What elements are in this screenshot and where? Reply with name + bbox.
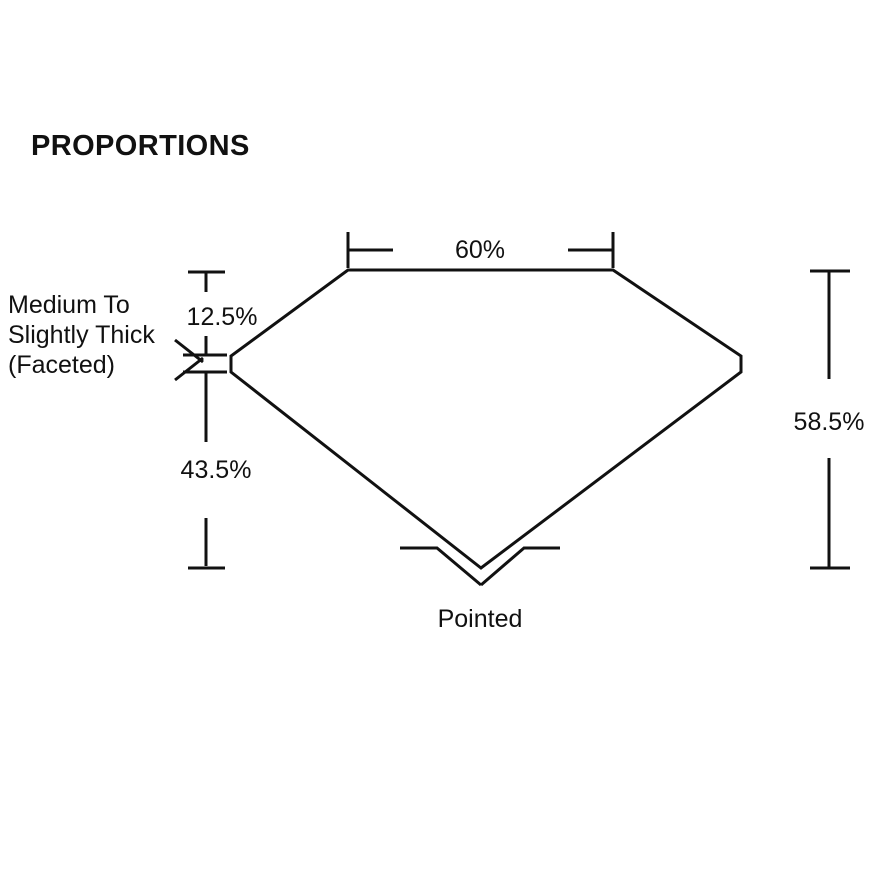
girdle-description-line-3: (Faceted)	[8, 351, 115, 379]
girdle-description-label: Medium To Slightly Thick (Faceted)	[8, 291, 155, 379]
gemstone-outline	[229, 268, 743, 570]
girdle-description-line-2: Slightly Thick	[8, 321, 155, 349]
dimension-label-pavilion-depth: 43.5%	[181, 456, 252, 484]
culet-leader-left	[400, 546, 482, 587]
girdle-break-slash-lower	[174, 356, 204, 382]
girdle-break-slash-upper	[174, 338, 204, 364]
dimension-label-crown-height: 12.5%	[187, 303, 258, 331]
culet-leader	[400, 546, 560, 587]
culet-caption: Pointed	[438, 605, 523, 633]
dimension-table-width: 60%	[346, 232, 615, 268]
dimension-label-total-depth: 58.5%	[794, 408, 865, 436]
culet-leader-right	[480, 546, 560, 587]
girdle-description-line-1: Medium To	[8, 291, 130, 319]
page-title: PROPORTIONS	[31, 130, 250, 162]
dimension-label-table-width: 60%	[455, 236, 505, 264]
dimension-pavilion-depth: 43.5%	[181, 372, 252, 570]
dimension-total-depth: 58.5%	[794, 269, 865, 570]
